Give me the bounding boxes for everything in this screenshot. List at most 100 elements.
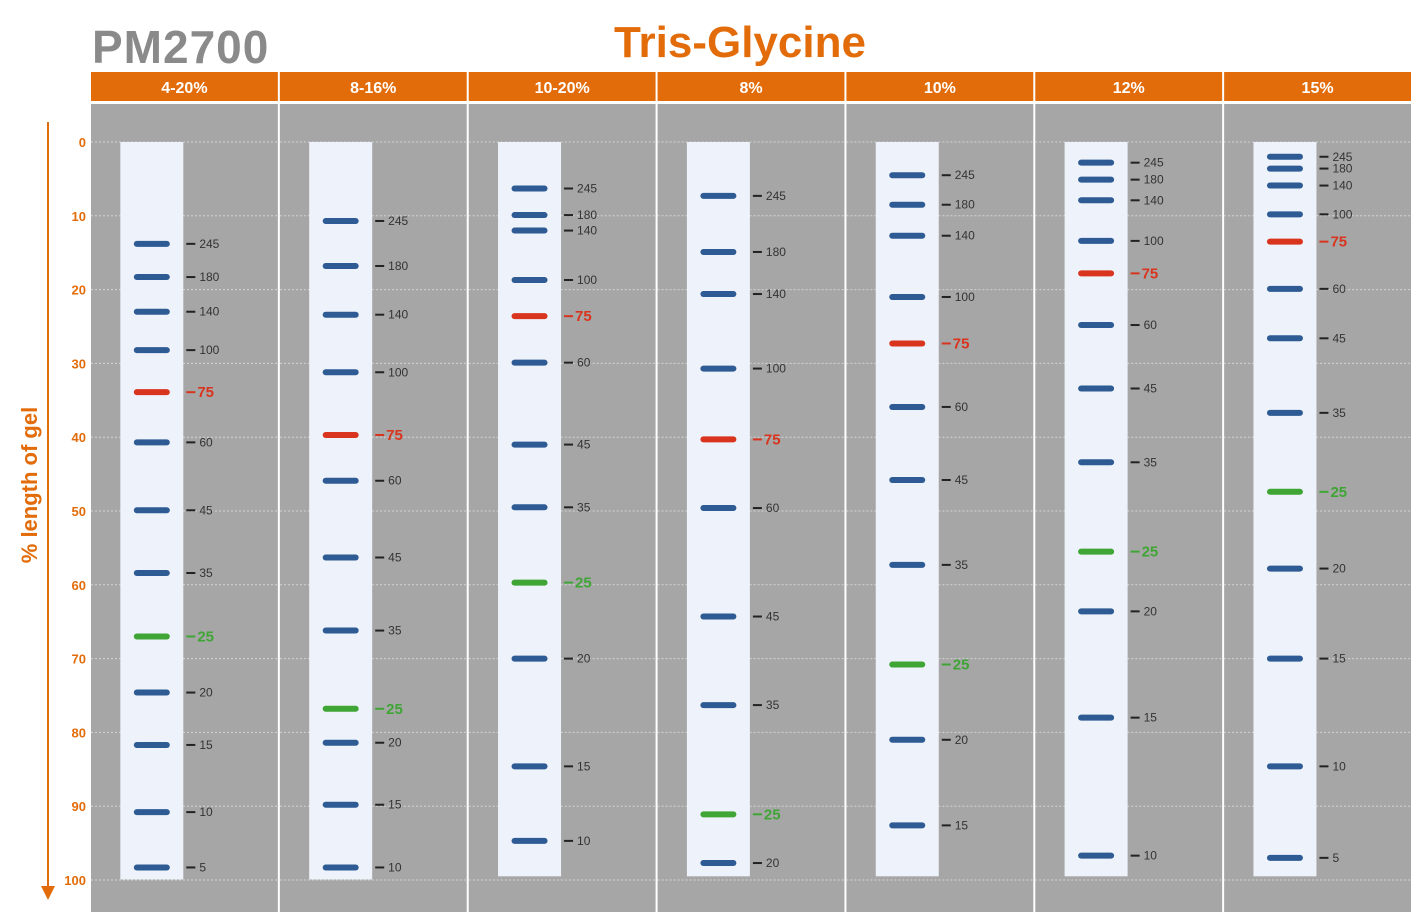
lane-strip xyxy=(309,142,373,880)
gel-header-label: 15% xyxy=(1302,80,1334,97)
band-label: 60 xyxy=(955,400,969,414)
band-label: 245 xyxy=(1332,150,1352,164)
band-label: 25 xyxy=(953,657,970,674)
band-label: 75 xyxy=(386,427,403,444)
gel-header-label: 4-20% xyxy=(161,80,207,97)
band-label: 180 xyxy=(766,245,786,259)
band-label: 100 xyxy=(577,273,597,287)
band-label: 60 xyxy=(1332,282,1346,296)
band-label: 75 xyxy=(197,384,214,401)
y-tick-label: 90 xyxy=(72,799,86,814)
y-tick-label: 40 xyxy=(72,430,86,445)
band-label: 75 xyxy=(1330,234,1347,251)
band-label: 45 xyxy=(199,503,213,517)
band-label: 10 xyxy=(199,805,213,819)
band-label: 5 xyxy=(1332,851,1339,865)
gel-panel xyxy=(1224,104,1411,912)
band-label: 75 xyxy=(1142,265,1159,282)
band-label: 60 xyxy=(388,474,402,488)
band-label: 140 xyxy=(577,224,597,238)
gel-header-label: 12% xyxy=(1113,80,1145,97)
band-label: 20 xyxy=(199,686,213,700)
gel-header-label: 10% xyxy=(924,80,956,97)
lane-strip xyxy=(1253,142,1317,877)
band-label: 140 xyxy=(1332,179,1352,193)
gel-column: 10% 245 180 140 100 75 60 45 35 25 20 15 xyxy=(846,72,1034,912)
band-label: 75 xyxy=(764,431,781,448)
y-tick-label: 0 xyxy=(79,135,86,150)
band-label: 45 xyxy=(1332,331,1346,345)
product-code: PM2700 xyxy=(92,21,270,73)
gel-header-label: 8% xyxy=(739,80,762,97)
gel-header xyxy=(91,72,278,101)
gel-column: 10-20% 245 180 140 100 75 60 45 35 25 20 15 10 xyxy=(468,72,656,912)
band-label: 60 xyxy=(766,501,780,515)
chart-title: Tris-Glycine xyxy=(614,18,866,67)
gel-header-label: 10-20% xyxy=(535,80,590,97)
y-tick-label: 50 xyxy=(72,504,86,519)
gel-panel xyxy=(657,104,845,912)
gel-header xyxy=(1035,72,1223,101)
band-label: 20 xyxy=(577,652,591,666)
band-label: 60 xyxy=(199,435,213,449)
gel-column: 8-16% 245 180 140 100 75 60 45 35 25 20 15 10 xyxy=(279,72,467,912)
band-label: 100 xyxy=(199,343,219,357)
gel-column: 4-20% 245 180 140 100 75 60 45 35 25 20 15 10 5 xyxy=(91,72,278,912)
band-label: 75 xyxy=(575,308,592,325)
gel-header xyxy=(279,72,467,101)
band-label: 245 xyxy=(1144,156,1164,170)
band-label: 25 xyxy=(1330,484,1347,501)
band-label: 140 xyxy=(955,229,975,243)
band-label: 25 xyxy=(197,628,214,645)
band-label: 10 xyxy=(577,834,591,848)
band-label: 45 xyxy=(577,438,591,452)
band-label: 140 xyxy=(199,305,219,319)
band-label: 180 xyxy=(1332,162,1352,176)
band-label: 180 xyxy=(388,259,408,273)
band-label: 20 xyxy=(766,856,780,870)
band-label: 100 xyxy=(1332,207,1352,221)
band-label: 35 xyxy=(577,500,591,514)
band-label: 245 xyxy=(955,168,975,182)
band-label: 180 xyxy=(955,198,975,212)
band-label: 15 xyxy=(199,738,213,752)
gel-panel xyxy=(1035,104,1223,912)
y-tick-label: 60 xyxy=(72,578,86,593)
band-label: 10 xyxy=(388,860,402,874)
band-label: 45 xyxy=(1144,381,1158,395)
band-label: 140 xyxy=(388,308,408,322)
band-label: 100 xyxy=(955,290,975,304)
band-label: 245 xyxy=(577,181,597,195)
band-label: 45 xyxy=(955,473,969,487)
gel-header xyxy=(657,72,845,101)
band-label: 140 xyxy=(766,287,786,301)
y-tick-label: 80 xyxy=(72,725,86,740)
band-label: 10 xyxy=(1332,759,1346,773)
y-tick-label: 10 xyxy=(72,209,86,224)
band-label: 245 xyxy=(199,237,219,251)
band-label: 35 xyxy=(766,698,780,712)
band-label: 10 xyxy=(1144,849,1158,863)
band-label: 245 xyxy=(766,189,786,203)
gel-panel xyxy=(91,104,278,912)
band-label: 180 xyxy=(577,208,597,222)
band-label: 180 xyxy=(199,270,219,284)
gel-panel xyxy=(468,104,656,912)
band-label: 100 xyxy=(1144,234,1164,248)
band-label: 100 xyxy=(388,365,408,379)
band-label: 5 xyxy=(199,860,206,874)
band-label: 245 xyxy=(388,214,408,228)
band-label: 60 xyxy=(1144,318,1158,332)
y-tick-label: 30 xyxy=(72,356,86,371)
y-axis-arrowhead xyxy=(41,886,55,900)
band-label: 35 xyxy=(1332,406,1346,420)
band-label: 25 xyxy=(575,575,592,592)
y-tick-label: 100 xyxy=(64,873,86,888)
gel-column: 8% 245 180 140 100 75 60 45 35 25 20 xyxy=(657,72,845,912)
band-label: 15 xyxy=(955,818,969,832)
y-tick-label: 70 xyxy=(72,652,86,667)
band-label: 15 xyxy=(1144,711,1158,725)
band-label: 45 xyxy=(766,610,780,624)
